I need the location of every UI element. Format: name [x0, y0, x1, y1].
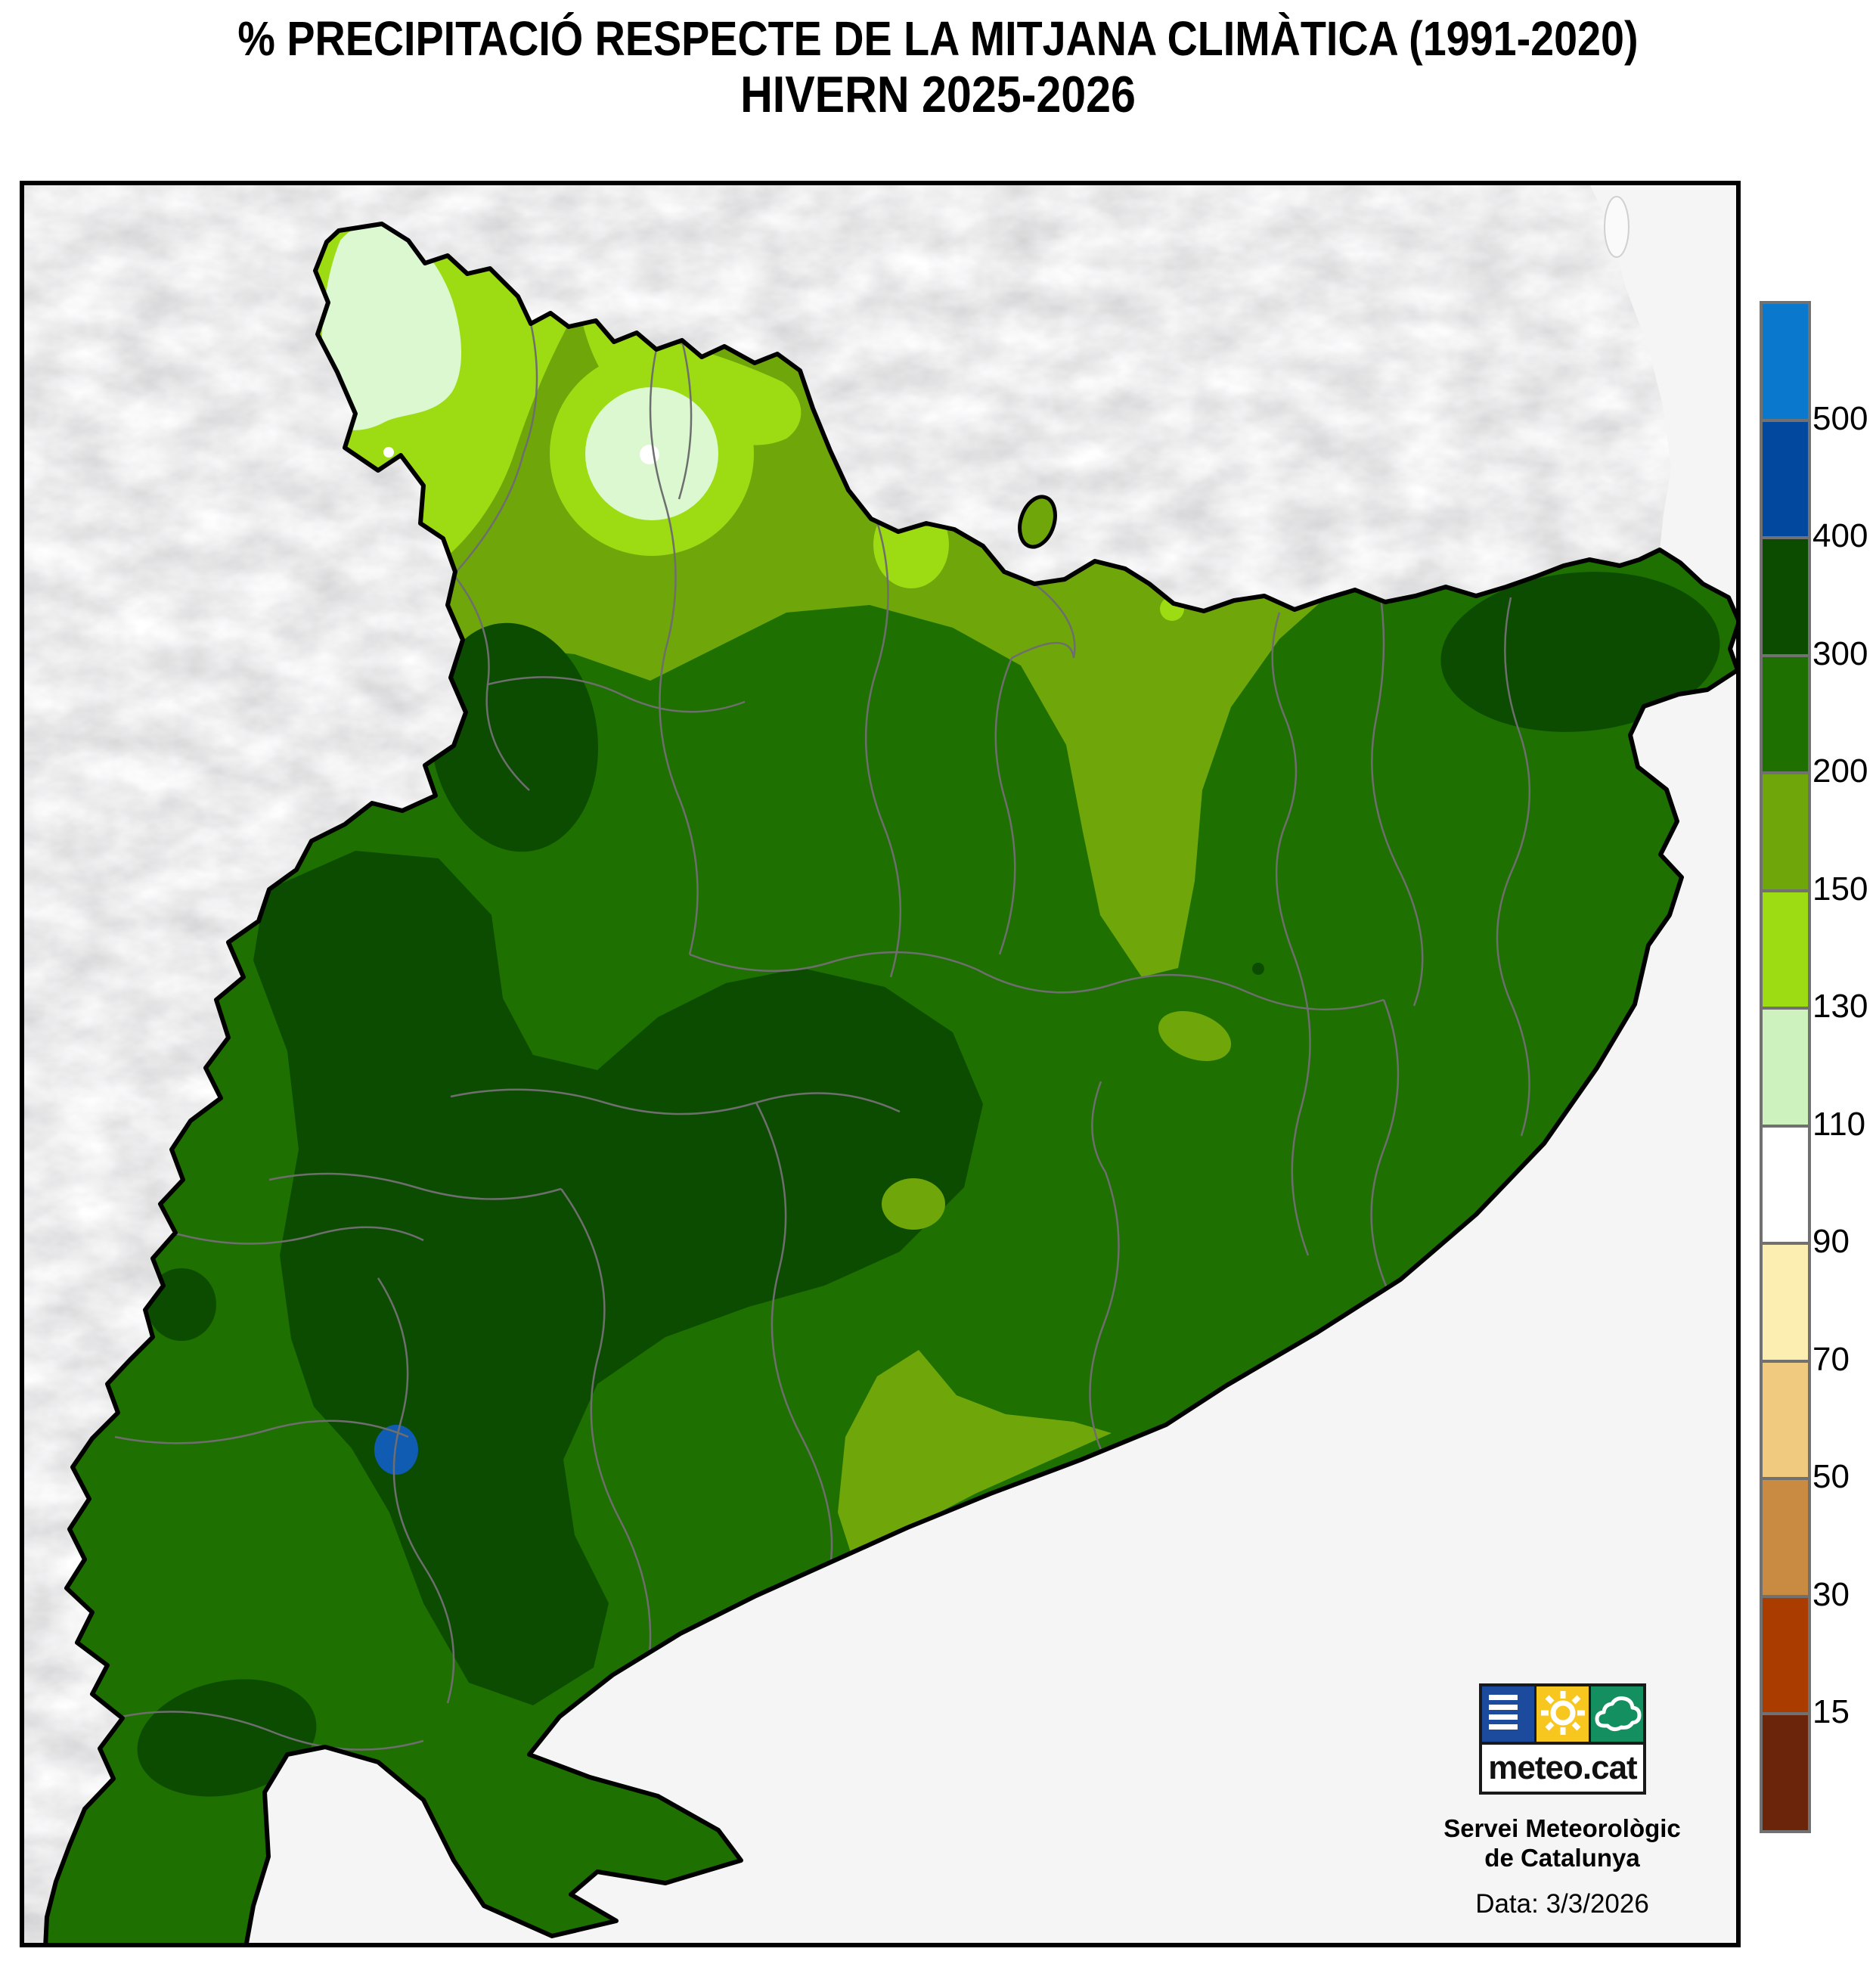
legend-tick-label: 110 — [1812, 1105, 1866, 1143]
legend-band — [1763, 1359, 1808, 1477]
map-title: % PRECIPITACIÓ RESPECTE DE LA MITJANA CL… — [0, 11, 1876, 67]
map-frame — [20, 181, 1741, 1947]
legend-band — [1763, 1712, 1808, 1830]
org-name-line1: Servei Meteorològic — [1443, 1814, 1681, 1842]
legend-tick-label: 70 — [1812, 1340, 1850, 1378]
legend-tick-label: 300 — [1812, 634, 1868, 672]
legend-band — [1763, 1242, 1808, 1360]
cloud-icon — [1589, 1686, 1643, 1742]
menu-lines-icon — [1482, 1686, 1534, 1742]
legend-band — [1763, 771, 1808, 889]
legend-band — [1763, 1594, 1808, 1712]
legend-bar — [1760, 301, 1811, 1833]
legend-band — [1763, 536, 1808, 654]
legend-tick-label: 30 — [1812, 1575, 1850, 1613]
legend-band — [1763, 1477, 1808, 1595]
legend-tick-label: 500 — [1812, 399, 1868, 437]
contour-band-300-400 — [137, 572, 1720, 1797]
org-name-line2: de Catalunya — [1484, 1844, 1640, 1872]
sun-icon — [1534, 1686, 1589, 1742]
map-sea — [246, 181, 1741, 1947]
map-title-text: % PRECIPITACIÓ RESPECTE DE LA MITJANA CL… — [237, 11, 1639, 66]
lagoon-shape — [1604, 196, 1629, 258]
logo-wordmark: meteo.cat — [1488, 1749, 1637, 1786]
legend-tick-label: 50 — [1812, 1458, 1850, 1495]
legend-tick-label: 400 — [1812, 517, 1868, 554]
legend-tick-label: 150 — [1812, 870, 1868, 908]
map-subtitle: HIVERN 2025-2026 — [0, 65, 1876, 124]
legend-band — [1763, 418, 1808, 536]
legend-tick-label: 200 — [1812, 752, 1868, 790]
llivia-enclave — [1018, 495, 1057, 549]
meteocat-logo: meteo.cat — [1479, 1683, 1646, 1795]
map-subtitle-text: HIVERN 2025-2026 — [740, 66, 1136, 123]
legend-band — [1763, 304, 1808, 419]
map-canvas — [20, 181, 1741, 1947]
legend-band — [1763, 889, 1808, 1007]
legend-labels: 500 400 300 200 150 130 110 90 70 50 30 15 — [1812, 301, 1876, 1830]
legend-tick-label: 15 — [1812, 1693, 1850, 1730]
date-label: Data: 3/3/2026 — [1475, 1889, 1649, 1919]
legend-band — [1763, 653, 1808, 771]
legend-band — [1763, 1124, 1808, 1242]
legend-tick-label: 90 — [1812, 1223, 1850, 1260]
legend-band — [1763, 1007, 1808, 1125]
logo-squares — [1482, 1686, 1643, 1745]
org-name: Servei Meteorològic de Catalunya — [1411, 1814, 1713, 1872]
legend-tick-label: 130 — [1812, 988, 1868, 1025]
